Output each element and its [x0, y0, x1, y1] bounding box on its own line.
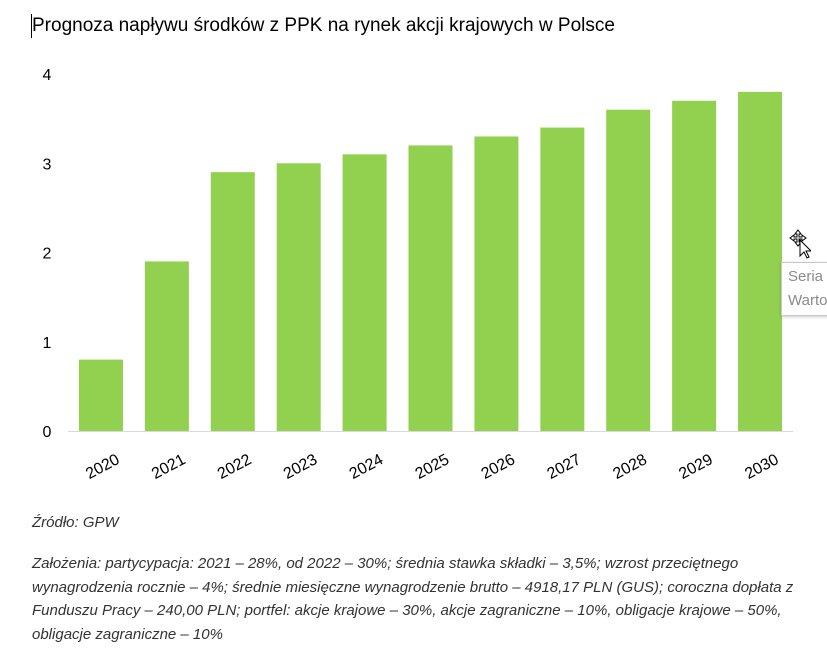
x-tick-label: 2024: [347, 451, 386, 483]
x-tick-label: 2023: [281, 451, 320, 483]
assumptions-note: Założenia: partycypacja: 2021 – 28%, od …: [32, 555, 794, 643]
y-tick-label: 4: [43, 67, 52, 84]
x-tick-label: 2029: [676, 451, 715, 483]
x-tick-label: 2026: [479, 451, 518, 483]
tooltip-series-label: Seria: [788, 268, 824, 285]
x-tick-label: 2027: [545, 451, 584, 483]
y-tick-label: 3: [43, 156, 52, 173]
bar[interactable]: [540, 127, 585, 432]
chart-tooltip: Seria Warto: [781, 262, 827, 316]
bar[interactable]: [342, 154, 387, 431]
bar[interactable]: [606, 109, 651, 431]
y-tick-label: 0: [43, 424, 52, 441]
bar[interactable]: [78, 359, 123, 431]
y-tick-label: 2: [43, 246, 52, 263]
source-note: Źródło: GPW: [32, 514, 119, 531]
text-cursor: [31, 14, 32, 38]
x-tick-label: 2020: [83, 451, 122, 483]
x-tick-label: 2022: [215, 451, 254, 483]
x-tick-label: 2025: [413, 451, 452, 483]
bar[interactable]: [738, 91, 783, 431]
x-tick-label: 2021: [149, 451, 188, 483]
bar[interactable]: [672, 100, 717, 432]
bar[interactable]: [144, 261, 189, 431]
bar[interactable]: [276, 163, 321, 431]
bar-chart[interactable]: 0 1 2 3 4 2020 2021 2022 2023 2024 2025 2026 2027 202…: [0, 0, 827, 500]
bar[interactable]: [474, 136, 519, 431]
x-tick-label: 2030: [742, 451, 781, 483]
tooltip-value-label: Warto: [788, 292, 827, 309]
move-cursor-icon: [789, 229, 811, 259]
bar[interactable]: [210, 172, 255, 432]
y-tick-label: 1: [43, 335, 52, 352]
chart-title: Prognoza napływu środków z PPK na rynek …: [32, 15, 615, 36]
bar[interactable]: [408, 145, 453, 431]
x-tick-label: 2028: [610, 451, 649, 483]
